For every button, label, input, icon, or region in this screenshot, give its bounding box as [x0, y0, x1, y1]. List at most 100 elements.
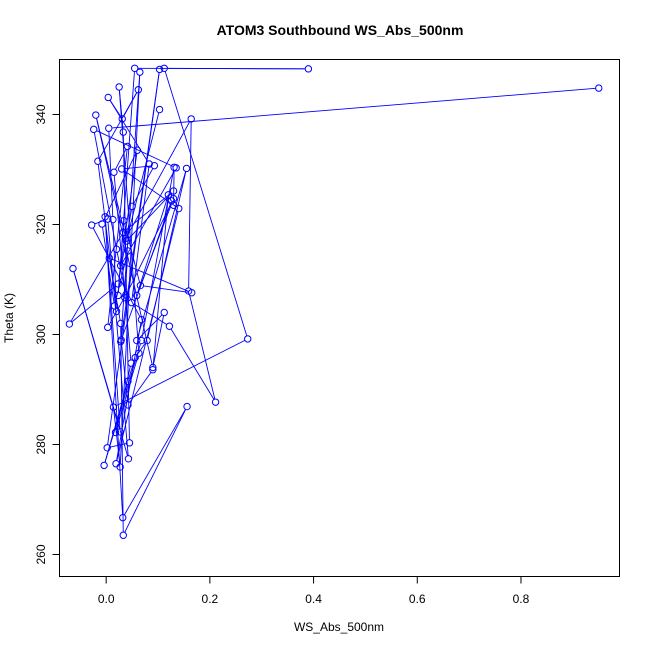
data-point: [118, 165, 126, 173]
data-point: [112, 460, 120, 468]
data-point: [110, 168, 118, 176]
data-point: [123, 142, 132, 151]
series-line-segment: [71, 285, 116, 323]
data-point: [124, 455, 133, 463]
data-point: [136, 281, 145, 290]
series-line-segment: [127, 121, 191, 236]
series-line-segment: [116, 339, 246, 407]
data-point: [304, 65, 313, 73]
data-point: [111, 428, 120, 437]
data-point: [116, 262, 125, 270]
data-point: [120, 216, 128, 225]
series-line-segment: [123, 409, 186, 516]
data-point: [116, 337, 125, 346]
data-point: [182, 164, 191, 173]
data-point: [160, 308, 168, 317]
data-point: [211, 398, 220, 406]
data-point: [165, 322, 174, 330]
series-line-segment: [124, 409, 187, 533]
data-point: [595, 84, 603, 92]
data-point: [130, 64, 139, 73]
data-point: [115, 83, 123, 91]
data-point: [137, 336, 146, 345]
series-line-segment: [128, 192, 172, 239]
data-point: [90, 125, 98, 134]
series-line-segment: [153, 315, 165, 365]
series-line-segment: [133, 168, 154, 204]
data-point: [119, 513, 127, 522]
data-point: [94, 157, 102, 165]
data-point: [169, 187, 178, 195]
data-point: [110, 302, 119, 310]
y-tick-label: 320: [34, 214, 48, 234]
data-point: [105, 254, 113, 262]
series-line-segment: [92, 227, 141, 318]
data-point: [169, 194, 178, 203]
data-point: [125, 439, 134, 447]
series-line-segment: [113, 175, 132, 360]
data-point: [175, 204, 183, 213]
data-point: [167, 197, 176, 205]
data-point: [105, 124, 113, 132]
series-line-segment: [109, 261, 121, 321]
data-point: [114, 291, 122, 300]
x-tick-label: 0.8: [513, 592, 530, 606]
series-line-segment: [126, 112, 160, 239]
y-tick-label: 280: [34, 434, 48, 454]
x-axis-label: WS_Abs_500nm: [294, 620, 384, 634]
chart-title: ATOM3 Southbound WS_Abs_500nm: [217, 22, 464, 38]
series-line-segment: [112, 258, 189, 292]
series-line-segment: [125, 192, 172, 231]
series-line-segment: [143, 285, 189, 293]
data-point: [65, 320, 74, 328]
series-line-segment: [111, 87, 596, 129]
data-point: [124, 247, 132, 255]
data-point: [131, 353, 139, 362]
data-point: [124, 377, 132, 385]
data-point: [112, 245, 121, 253]
series-line-segment: [123, 92, 138, 117]
data-point: [104, 323, 112, 332]
data-point: [119, 128, 127, 136]
series-line-segment: [115, 356, 139, 430]
data-point: [136, 68, 144, 76]
x-tick-label: 0.4: [305, 592, 322, 606]
data-point: [164, 191, 173, 199]
x-tick-label: 0.2: [202, 592, 219, 606]
series-line-segment: [136, 342, 146, 356]
series-line-segment: [104, 219, 124, 515]
data-point: [143, 336, 151, 345]
data-point: [155, 105, 164, 114]
series-line-segment: [108, 297, 125, 325]
data-point: [122, 237, 131, 245]
series-line-segment: [170, 328, 215, 400]
series-line-segment: [125, 201, 173, 295]
data-point: [124, 401, 132, 409]
data-point: [187, 115, 195, 123]
series-line-segment: [120, 72, 160, 339]
y-tick-label: 260: [34, 544, 48, 564]
series-line-segment: [137, 171, 187, 338]
series-line-segment: [114, 253, 128, 303]
data-point: [127, 298, 136, 307]
data-point: [103, 444, 111, 452]
data-point: [134, 86, 143, 94]
x-tick-label: 0.0: [98, 592, 115, 606]
data-point: [114, 280, 122, 288]
data-point: [119, 228, 127, 236]
data-point: [183, 402, 191, 411]
series-line-segment: [73, 271, 128, 456]
data-point: [244, 335, 252, 343]
plot-area: [65, 64, 603, 539]
data-point: [133, 146, 141, 154]
series-line-segment: [93, 132, 117, 247]
data-point: [150, 161, 159, 170]
series-line-segment: [188, 122, 192, 288]
data-point: [149, 363, 157, 372]
series-line-segment: [116, 322, 142, 461]
data-point: [155, 65, 164, 74]
data-point: [188, 289, 196, 297]
y-tick-label: 300: [34, 324, 48, 344]
data-point: [100, 461, 108, 470]
series-line-segment: [188, 294, 216, 400]
